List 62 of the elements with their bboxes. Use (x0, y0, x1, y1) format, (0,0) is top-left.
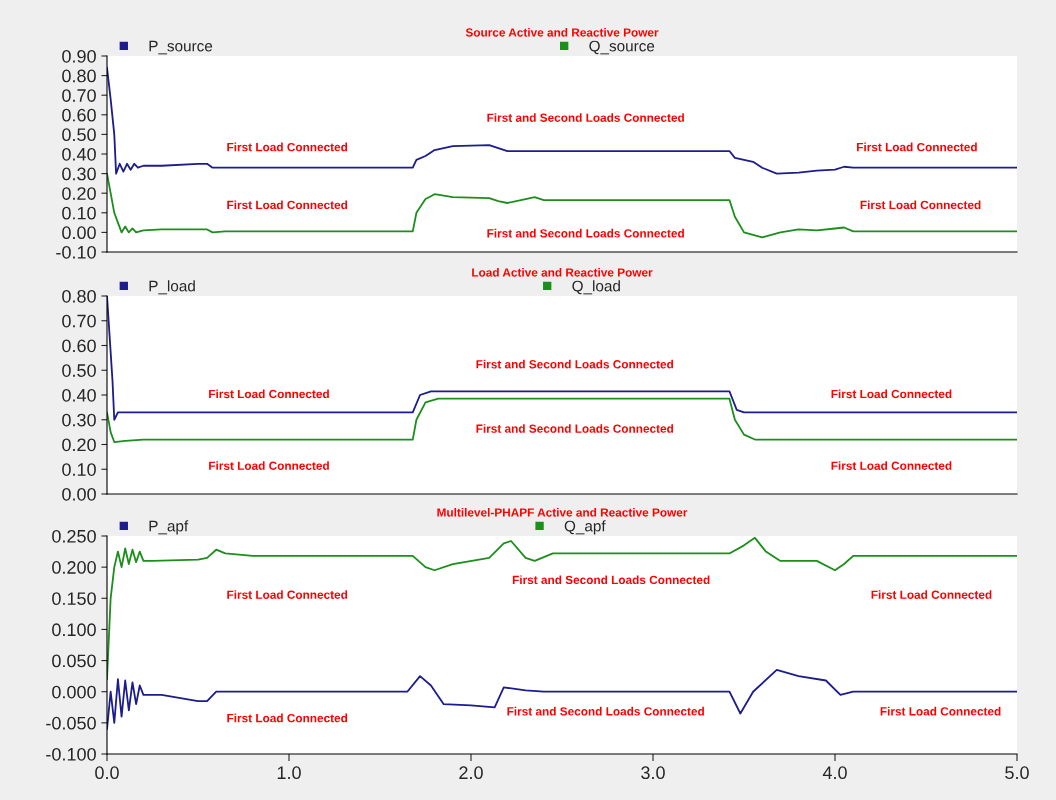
y-tick-label: 0.60 (62, 339, 96, 353)
chart-title: Load Active and Reactive Power (472, 268, 653, 277)
annotation: First Load Connected (209, 389, 329, 399)
annotation: First and Second Loads Connected (487, 113, 684, 122)
y-tick-label: 0.250 (52, 529, 96, 543)
y-tick-label: 0.70 (62, 89, 96, 102)
x-tick-label: 1.0 (277, 766, 301, 780)
legend-label: Q_source (589, 40, 655, 55)
chart-title: Multilevel-PHAPF Active and Reactive Power (437, 508, 688, 517)
x-tick-label: 2.0 (459, 766, 483, 780)
y-tick-label: 0.80 (62, 289, 96, 303)
y-tick-label: -0.100 (46, 747, 96, 761)
x-tick-label: 4.0 (822, 766, 847, 780)
y-tick-label: 0.40 (62, 388, 96, 402)
legend-label: Q_apf (564, 520, 606, 535)
annotation: First Load Connected (871, 590, 992, 599)
annotation: First Load Connected (209, 461, 329, 470)
y-tick-label: 0.50 (62, 364, 96, 377)
annotation: First and Second Loads Connected (512, 575, 710, 585)
y-tick-label: 0.70 (62, 314, 96, 328)
legend-label: P_apf (149, 520, 189, 535)
y-tick-label: 0.10 (62, 463, 96, 476)
y-tick-label: 0.30 (62, 167, 96, 181)
annotation: First Load Connected (227, 713, 348, 723)
annotation: First Load Connected (227, 142, 348, 152)
y-tick-label: 0.30 (62, 413, 96, 427)
x-tick-label: 0.0 (95, 766, 119, 780)
y-tick-label: -0.10 (56, 245, 96, 259)
y-tick-label: 0.20 (62, 187, 96, 200)
y-tick-label: 0.00 (62, 226, 96, 240)
annotation: First Load Connected (831, 461, 952, 470)
y-tick-label: 0.050 (52, 654, 96, 668)
y-tick-label: 0.000 (52, 685, 96, 699)
annotation: First Load Connected (857, 142, 977, 152)
annotation: First and Second Loads Connected (476, 359, 674, 369)
annotation: First and Second Loads Connected (507, 706, 704, 716)
legend-label: P_source (149, 40, 213, 55)
y-tick-label: 0.00 (62, 487, 96, 501)
y-tick-label: -0.050 (46, 716, 96, 730)
y-tick-label: 0.60 (62, 108, 96, 122)
x-tick-label: 3.0 (641, 766, 665, 780)
y-tick-label: 0.10 (62, 206, 96, 220)
legend-label: Q_load (572, 280, 620, 295)
y-tick-label: 0.200 (52, 561, 96, 574)
legend-label: P_load (149, 280, 195, 295)
annotation: First Load Connected (227, 200, 348, 210)
annotation: First Load Connected (227, 590, 348, 599)
y-tick-label: 0.20 (62, 438, 96, 452)
y-tick-label: 0.100 (52, 623, 96, 637)
y-tick-label: 0.80 (62, 69, 96, 83)
line-series (107, 397, 1017, 443)
y-tick-label: 0.50 (62, 128, 96, 142)
x-tick-label: 5.0 (1005, 766, 1029, 780)
annotation: First and Second Loads Connected (476, 424, 674, 433)
annotation: First Load Connected (831, 389, 952, 399)
annotation: First Load Connected (860, 200, 981, 210)
y-tick-label: 0.40 (62, 147, 96, 161)
annotation: First and Second Loads Connected (487, 228, 684, 238)
chart-title: Source Active and Reactive Power (465, 28, 659, 37)
annotation: First Load Connected (880, 706, 1001, 716)
y-tick-label: 0.90 (62, 49, 96, 63)
y-tick-label: 0.150 (52, 592, 96, 606)
